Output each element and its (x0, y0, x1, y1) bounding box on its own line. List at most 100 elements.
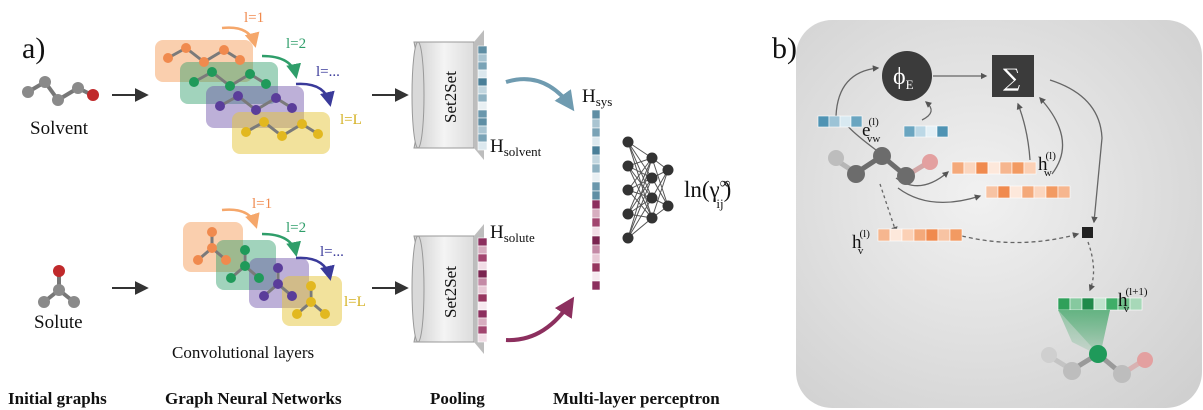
hv-vector-cell (913, 228, 927, 242)
hsys-solvent-part-cell (591, 172, 601, 183)
solvent-layer-L-label: l=L (340, 112, 362, 128)
node-hidden-vector (877, 228, 963, 242)
mlp-neuron (622, 208, 634, 220)
sum-symbol: ∑ (1003, 64, 1020, 92)
mlp-network (622, 136, 674, 244)
solvent-vector-cell (477, 125, 488, 135)
solute-gnn-layers (183, 208, 342, 326)
mlp-edge (627, 177, 653, 215)
solute-vector-cell (477, 309, 488, 319)
neighbor-hidden-vector-1 (951, 161, 1037, 175)
neighbor-hidden-vector-2 (985, 185, 1071, 199)
sum-node (992, 55, 1034, 97)
hsys-solute-part-cell (591, 280, 601, 291)
edge-vector-1-cell (828, 115, 841, 128)
hw-vector-1-cell (975, 161, 989, 175)
solvent-vector-cell (477, 77, 488, 87)
solute-vector-cell (477, 333, 488, 343)
updated-node-vector (1057, 297, 1143, 311)
solvent-vector-cell (477, 61, 488, 71)
solute-vector-cell (477, 325, 488, 335)
solvent-to-hsys-arrow (505, 77, 575, 112)
hv-next-vector-cell (1093, 297, 1107, 311)
hw-vector-1-cell (1023, 161, 1037, 175)
solvent-gnn-layers (155, 26, 335, 154)
hw-vector-2-cell (1033, 185, 1047, 199)
hv-vector-cell (889, 228, 903, 242)
mlp-edge (627, 157, 653, 215)
hv-vector-cell (925, 228, 939, 242)
hsys-solute-part-cell (591, 208, 601, 219)
solute-set2set-label: Set2Set (441, 266, 460, 318)
h-solute-label: Hsolute (490, 222, 535, 245)
phi-e-label: ϕE (893, 64, 914, 92)
solvent-vector-cell (477, 133, 488, 143)
hsys-solute-part-cell (591, 244, 601, 255)
hw-vector-2-cell (1009, 185, 1023, 199)
hw-vector-1-cell (999, 161, 1013, 175)
hsys-solute-part-cell (591, 217, 601, 228)
mlp-neuron (622, 184, 634, 196)
mlp-edge (627, 165, 653, 219)
mlp-neuron (622, 160, 634, 172)
hv-next-vector-cell (1069, 297, 1083, 311)
caption-gnn: Graph Neural Networks (165, 389, 342, 408)
panel-b-label: b) (772, 32, 797, 65)
mlp-neuron (622, 136, 634, 148)
mlp-edge (627, 165, 653, 199)
h-solvent-label: Hsolvent (490, 136, 542, 159)
solvent-vector-cell (477, 117, 488, 127)
caption-mlp: Multi-layer perceptron (553, 389, 720, 408)
hv-next-vector-cell (1129, 297, 1143, 311)
solvent-layer-1-label: l=1 (244, 10, 264, 26)
hw-vector-2-cell (985, 185, 999, 199)
caption-pooling: Pooling (430, 389, 485, 408)
edge-vector-2-cell (936, 125, 949, 138)
hv-next-vector-cell (1081, 297, 1095, 311)
mlp-neuron (622, 232, 634, 244)
solvent-set2set-label: Set2Set (441, 71, 460, 123)
solute-vector-cell (477, 245, 488, 255)
mlp-neuron (662, 164, 674, 176)
solute-vector-cell (477, 237, 488, 247)
mlp-output-label: ln(γ∞ ij) (684, 176, 731, 211)
mlp-neuron (646, 212, 658, 224)
edge-feature-vector-2 (903, 125, 949, 138)
mlp-neuron (646, 172, 658, 184)
hsys-solute-part-cell (591, 262, 601, 273)
e-vw-label: e(l) vw (862, 116, 880, 145)
solute-embedding-vector (477, 237, 488, 343)
solvent-vector-cell (477, 101, 488, 111)
hsys-vector (591, 109, 601, 291)
solvent-vector-cell (477, 93, 488, 103)
solvent-embedding-vector (477, 45, 488, 151)
aggregation-node (1082, 227, 1093, 238)
caption-initial-graphs: Initial graphs (8, 389, 107, 408)
hw-vector-2-cell (1057, 185, 1071, 199)
edge-vector-1-cell (817, 115, 830, 128)
hsys-solvent-part-cell (591, 109, 601, 120)
hsys-solvent-part-cell (591, 118, 601, 129)
solute-vector-cell (477, 269, 488, 279)
edge-vector-1-cell (850, 115, 863, 128)
hsys-solvent-part-cell (591, 127, 601, 138)
mlp-edge (651, 157, 669, 207)
solute-label: Solute (34, 312, 83, 333)
mlp-edge (627, 189, 653, 219)
edge-vector-2-cell (914, 125, 927, 138)
hsys-solvent-part-cell (591, 163, 601, 174)
solvent-initial-graph (22, 76, 99, 106)
mlp-edge (627, 157, 653, 191)
hsys-solvent-part-cell (591, 181, 601, 192)
hw-vector-2-cell (997, 185, 1011, 199)
solute-vector-cell (477, 301, 488, 311)
hw-vector-2-cell (1045, 185, 1059, 199)
h-w-label: h(l) w (1038, 150, 1056, 179)
hv-next-vector-cell (1105, 297, 1119, 311)
mlp-neuron (646, 192, 658, 204)
hsys-solute-part-cell (591, 235, 601, 246)
solvent-vector-cell (477, 141, 488, 151)
solvent-vector-cell (477, 69, 488, 79)
conv-layers-label: Convolutional layers (172, 343, 314, 362)
edge-vector-1-cell (839, 115, 852, 128)
